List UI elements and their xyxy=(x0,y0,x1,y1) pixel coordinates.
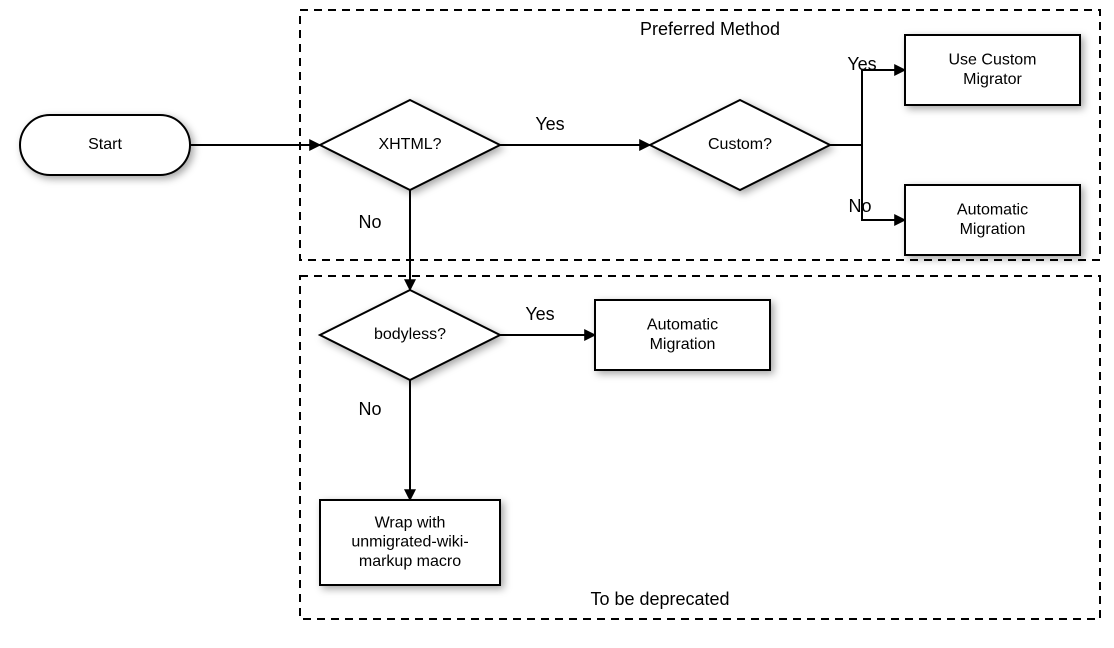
edge-bodyless-wrap: No xyxy=(358,380,410,500)
node-start: Start xyxy=(20,115,190,175)
node-label-xhtml: XHTML? xyxy=(378,136,441,153)
edge-label-xhtml-custom: Yes xyxy=(535,114,564,134)
edge-label-custom-auto1: No xyxy=(848,196,871,216)
edge-xhtml-custom: Yes xyxy=(500,114,650,145)
node-label-bodyless: bodyless? xyxy=(374,326,446,343)
edge-custom-auto1: No xyxy=(830,145,905,220)
node-use_custom: Use CustomMigrator xyxy=(905,35,1080,105)
region-title-deprecated: To be deprecated xyxy=(590,589,729,609)
edge-label-bodyless-wrap: No xyxy=(358,399,381,419)
node-auto2: AutomaticMigration xyxy=(595,300,770,370)
edge-bodyless-auto2: Yes xyxy=(500,304,595,335)
edge-label-bodyless-auto2: Yes xyxy=(525,304,554,324)
node-xhtml: XHTML? xyxy=(320,100,500,190)
node-label-start: Start xyxy=(88,136,122,153)
edge-label-xhtml-bodyless: No xyxy=(358,212,381,232)
node-custom: Custom? xyxy=(650,100,830,190)
node-auto1: AutomaticMigration xyxy=(905,185,1080,255)
node-bodyless: bodyless? xyxy=(320,290,500,380)
edge-custom-use_custom: Yes xyxy=(830,54,905,145)
region-title-preferred: Preferred Method xyxy=(640,19,780,39)
edge-label-custom-use_custom: Yes xyxy=(847,54,876,74)
node-wrap: Wrap withunmigrated-wiki-markup macro xyxy=(320,500,500,585)
node-label-custom: Custom? xyxy=(708,136,772,153)
